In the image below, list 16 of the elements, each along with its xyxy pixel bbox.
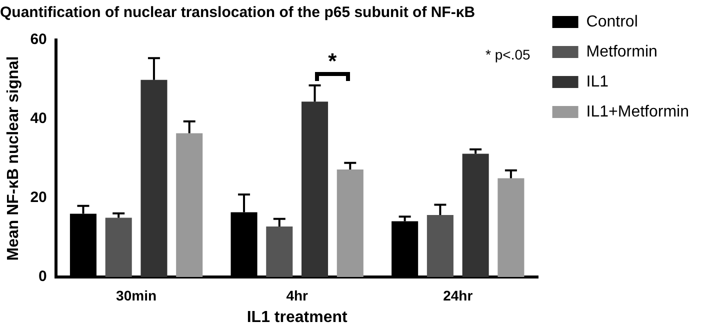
annotation: * p<.05 — [486, 46, 530, 63]
y-tick-label: 60 — [30, 31, 47, 48]
chart-title: Quantification of nuclear translocation of the p65 subunit of NF-κB — [0, 4, 476, 22]
y-tick-label: 40 — [30, 110, 47, 128]
x-tick-label: 24hr — [443, 287, 474, 304]
legend-label: Control — [586, 13, 638, 30]
x-tick-label: 4hr — [286, 287, 309, 304]
x-tick-label: 30min — [116, 287, 157, 304]
y-axis-title: Mean NF-κB nuclear signal — [5, 56, 22, 261]
annotation: * — [328, 48, 338, 74]
legend-label: IL1+Metformin — [586, 103, 690, 120]
y-tick-label: 0 — [38, 268, 47, 286]
legend-label: Metformin — [586, 43, 658, 60]
x-axis-title: IL1 treatment — [246, 308, 348, 326]
legend-label: IL1 — [586, 73, 609, 90]
y-tick-label: 20 — [30, 189, 47, 206]
